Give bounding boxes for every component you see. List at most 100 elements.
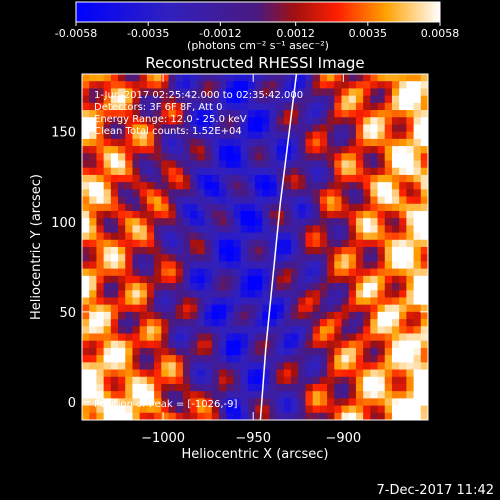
heatmap-cell [255,182,263,190]
heatmap-cell [161,203,170,212]
heatmap-cell [384,225,393,234]
heatmap-cell [384,297,393,306]
heatmap-cell [103,138,112,147]
heatmap-cell [406,326,415,335]
heatmap-cell [348,210,357,219]
heatmap-cell [168,405,177,414]
heatmap-cell [370,311,379,320]
heatmap-cell [291,254,299,263]
heatmap-cell [305,275,314,284]
heatmap-cell [399,124,407,133]
heatmap-cell [175,95,184,104]
heatmap-cell [197,355,206,363]
heatmap-cell [406,268,415,277]
heatmap-cell [399,355,407,363]
heatmap-cell [240,218,249,226]
heatmap-cell [154,290,162,299]
heatmap-cell [139,95,148,104]
heatmap-cell [118,304,126,313]
heatmap-cell [377,189,386,198]
heatmap-cell [161,146,170,154]
heatmap-cell [291,412,299,420]
heatmap-cell [168,326,177,335]
heatmap-cell [96,81,105,90]
heatmap-cell [269,218,278,226]
heatmap-cell [355,174,364,183]
heatmap-cell [146,182,155,190]
heatmap-cell [211,88,220,97]
heatmap-cell [240,74,249,82]
heatmap-cell [305,247,314,255]
heatmap-cell [125,196,134,205]
heatmap-cell [118,196,126,205]
heatmap-cell [233,117,242,126]
heatmap-cell [168,275,177,284]
heatmap-cell [283,326,292,335]
heatmap-cell [89,412,98,420]
heatmap-cell [190,167,198,176]
heatmap-cell [334,369,343,378]
heatmap-cell [319,247,328,255]
heatmap-cell [82,225,90,234]
heatmap-cell [312,138,321,147]
heatmap-cell [168,110,177,118]
heatmap-cell [154,283,162,291]
heatmap-cell [327,146,335,154]
heatmap-cell [118,412,126,420]
heatmap-cell [233,268,242,277]
heatmap-cell [182,131,191,140]
heatmap-cell [377,146,386,154]
heatmap-cell [377,283,386,291]
heatmap-cell [413,412,422,420]
heatmap-cell [168,369,177,378]
heatmap-cell [247,319,256,327]
heatmap-cell [406,232,415,241]
heatmap-cell [298,405,307,414]
heatmap-cell [226,110,234,118]
heatmap-cell [240,146,249,154]
heatmap-cell [218,297,227,306]
heatmap-cell [125,189,134,198]
heatmap-cell [370,319,379,327]
heatmap-cell [269,232,278,241]
heatmap-cell [182,95,191,104]
heatmap-cell [255,254,263,263]
heatmap-cell [355,283,364,291]
heatmap-cell [370,182,379,190]
heatmap-cell [182,398,191,407]
heatmap-cell [233,311,242,320]
heatmap-cell [341,95,350,104]
heatmap-cell [312,247,321,255]
heatmap-cell [154,247,162,255]
heatmap-cell [334,319,343,327]
heatmap-cell [262,95,271,104]
heatmap-cell [125,283,134,291]
heatmap-cell [377,160,386,169]
heatmap-cell [218,203,227,212]
heatmap-cell [413,319,422,327]
heatmap-cell [420,405,428,414]
heatmap-cell [146,304,155,313]
heatmap-cell [312,326,321,335]
heatmap-cell [226,290,234,299]
heatmap-cell [197,74,206,82]
heatmap-cell [305,95,314,104]
heatmap-cell [312,124,321,133]
heatmap-cell [110,275,119,284]
heatmap-cell [82,247,90,255]
heatmap-cell [291,376,299,385]
heatmap-cell [96,146,105,154]
heatmap-cell [110,297,119,306]
heatmap-cell [211,210,220,219]
heatmap-cell [197,362,206,371]
heatmap-cell [103,412,112,420]
heatmap-cell [233,196,242,205]
heatmap-cell [96,196,105,205]
heatmap-cell [327,405,335,414]
heatmap-cell [132,275,141,284]
heatmap-cell [370,297,379,306]
heatmap-cell [420,196,428,205]
heatmap-cell [399,391,407,399]
heatmap-cell [89,311,98,320]
heatmap-cell [125,210,134,219]
